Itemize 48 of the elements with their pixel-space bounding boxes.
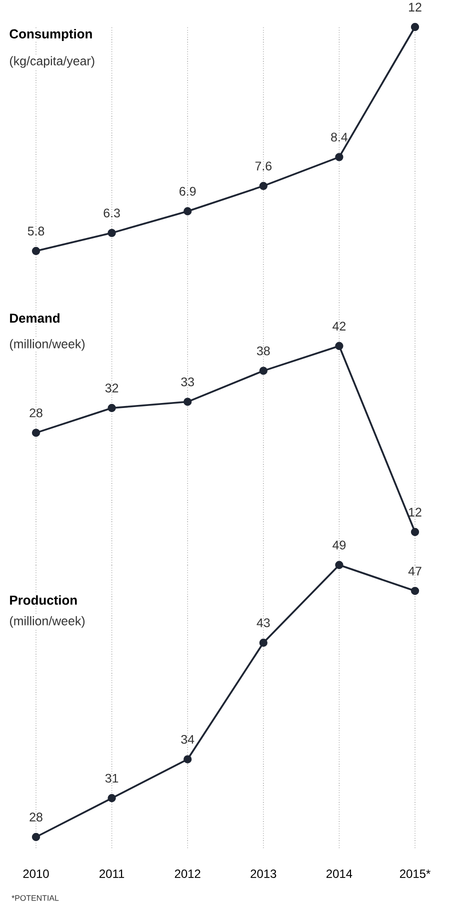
point bbox=[184, 755, 192, 764]
point bbox=[410, 586, 420, 595]
data-label: 32 bbox=[105, 384, 118, 392]
chart-title: Consumption bbox=[10, 28, 92, 42]
data-label: 7.6 bbox=[255, 162, 272, 170]
x-tick-label: 2010 bbox=[23, 870, 49, 878]
data-label: 8.4 bbox=[331, 132, 348, 142]
point bbox=[410, 528, 420, 536]
point bbox=[184, 398, 192, 406]
data-label: 47 bbox=[408, 566, 422, 576]
x-tick-label: 2011 bbox=[100, 870, 124, 878]
data-label: 49 bbox=[332, 540, 346, 550]
x-tick-label: 2013 bbox=[250, 870, 276, 878]
data-label: 6.9 bbox=[180, 186, 196, 196]
text: (million/week) bbox=[10, 616, 85, 628]
point bbox=[184, 207, 192, 216]
point bbox=[32, 246, 40, 256]
data-label: 28 bbox=[30, 812, 42, 822]
point bbox=[259, 638, 268, 647]
x-tick-label: 2014 bbox=[326, 870, 352, 878]
point bbox=[335, 560, 344, 570]
point bbox=[108, 404, 116, 412]
point bbox=[108, 794, 116, 802]
data-label: 38 bbox=[256, 346, 270, 356]
chart-subtitle: (million/week) bbox=[10, 339, 85, 351]
text: Production bbox=[10, 595, 77, 605]
data-label: 42 bbox=[332, 322, 346, 330]
point bbox=[259, 182, 268, 190]
data-label: 12 bbox=[409, 508, 422, 516]
data-label: 12 bbox=[409, 2, 422, 12]
x-tick-label: 2015* bbox=[400, 870, 430, 878]
x-tick-label: 2012 bbox=[174, 870, 200, 878]
point bbox=[32, 428, 40, 437]
point bbox=[335, 342, 344, 350]
chart-title: Demand bbox=[10, 313, 60, 323]
data-label: 31 bbox=[105, 774, 118, 783]
data-label: 6.3 bbox=[104, 208, 120, 218]
point bbox=[32, 832, 40, 842]
text: (kg/capita/year) bbox=[10, 56, 94, 68]
point bbox=[335, 152, 344, 162]
point bbox=[259, 366, 268, 375]
data-label: 5.8 bbox=[28, 226, 44, 236]
point bbox=[410, 22, 420, 32]
data-label: 43 bbox=[256, 618, 270, 628]
point bbox=[108, 228, 116, 238]
data-label: 28 bbox=[30, 408, 42, 418]
data-label: 33 bbox=[181, 377, 194, 386]
data-label: 34 bbox=[181, 734, 194, 744]
